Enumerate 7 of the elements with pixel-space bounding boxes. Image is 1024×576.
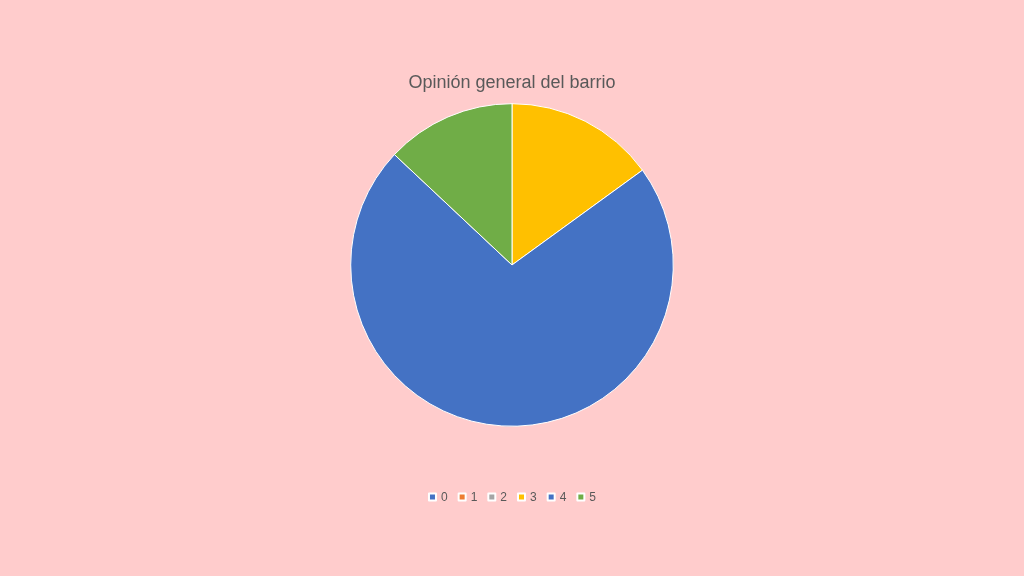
legend-label: 3 [530,490,537,504]
chart-title: Opinión general del barrio [408,72,616,92]
legend-label: 0 [440,490,448,504]
legend-label: 2 [500,490,508,504]
legend-label: 1 [470,490,478,504]
legend-label: 4 [559,490,567,504]
legend-label: 5 [589,490,597,504]
